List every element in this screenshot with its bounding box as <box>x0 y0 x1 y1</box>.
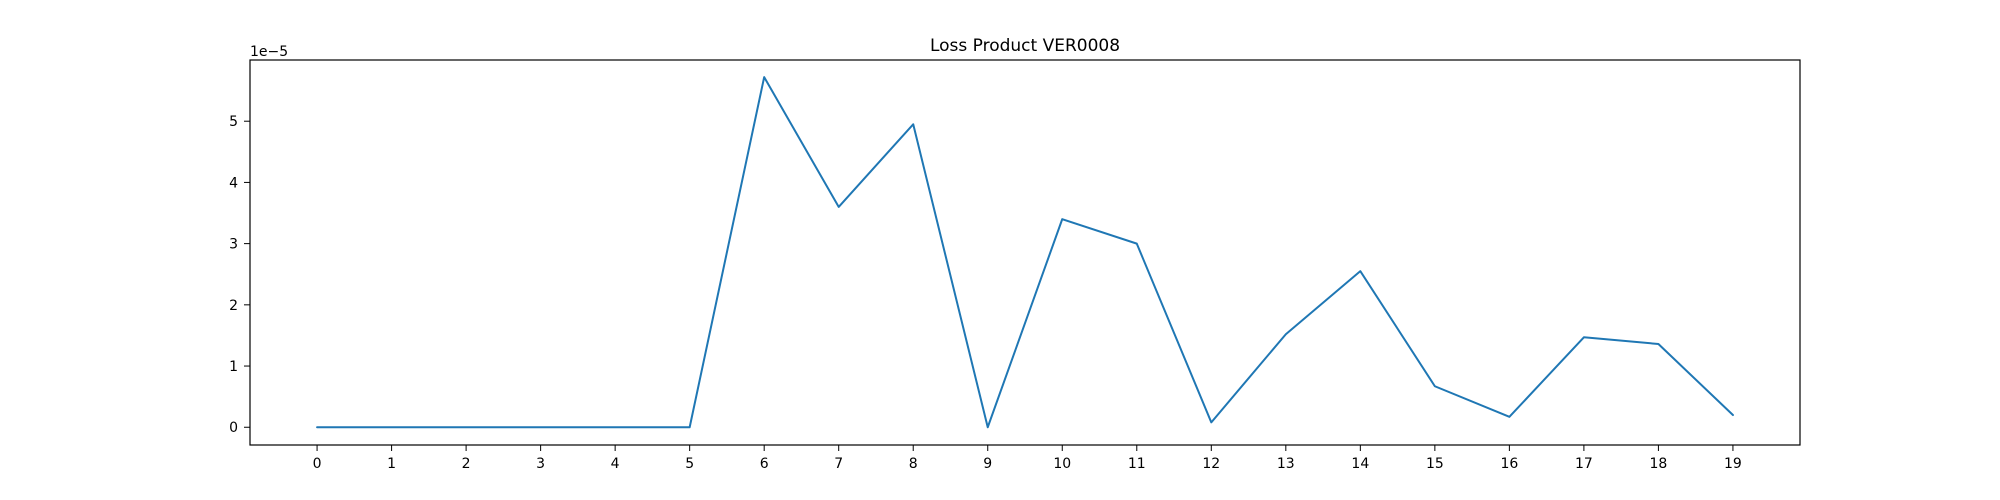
x-tick-label: 12 <box>1202 456 1220 472</box>
x-tick-label: 0 <box>313 456 322 472</box>
y-tick-label: 4 <box>229 175 238 191</box>
x-tick-label: 14 <box>1351 456 1369 472</box>
x-tick-label: 5 <box>685 456 694 472</box>
x-tick-label: 9 <box>983 456 992 472</box>
x-tick-label: 19 <box>1724 456 1742 472</box>
x-tick-label: 7 <box>834 456 843 472</box>
x-tick-label: 11 <box>1128 456 1146 472</box>
x-tick-label: 3 <box>536 456 545 472</box>
x-tick-label: 8 <box>909 456 918 472</box>
series-line-0 <box>316 76 1734 429</box>
y-tick-label: 3 <box>229 237 238 253</box>
plot-area <box>316 76 1734 429</box>
x-tick-label: 18 <box>1649 456 1667 472</box>
x-tick-label: 13 <box>1277 456 1295 472</box>
y-tick-label: 5 <box>229 114 238 130</box>
x-tick-label: 6 <box>760 456 769 472</box>
x-tick-label: 15 <box>1426 456 1444 472</box>
x-tick-label: 17 <box>1575 456 1593 472</box>
y-axis-offset-label: 1e−5 <box>250 44 288 60</box>
x-tick-label: 1 <box>387 456 396 472</box>
y-tick-label: 2 <box>229 298 238 314</box>
y-tick-label: 1 <box>229 359 238 375</box>
x-tick-label: 4 <box>611 456 620 472</box>
plot-frame <box>249 59 1801 446</box>
y-tick-label: 0 <box>229 420 238 436</box>
x-tick-label: 10 <box>1053 456 1071 472</box>
y-axis-ticks: 0 1 2 3 4 5 <box>229 114 250 436</box>
x-tick-label: 2 <box>462 456 471 472</box>
chart-title: Loss Product VER0008 <box>930 36 1120 56</box>
x-axis-ticks: 0 1 2 3 4 5 6 7 8 9 10 11 12 13 14 15 16 17 18 19 <box>313 445 1742 472</box>
x-tick-label: 16 <box>1500 456 1518 472</box>
